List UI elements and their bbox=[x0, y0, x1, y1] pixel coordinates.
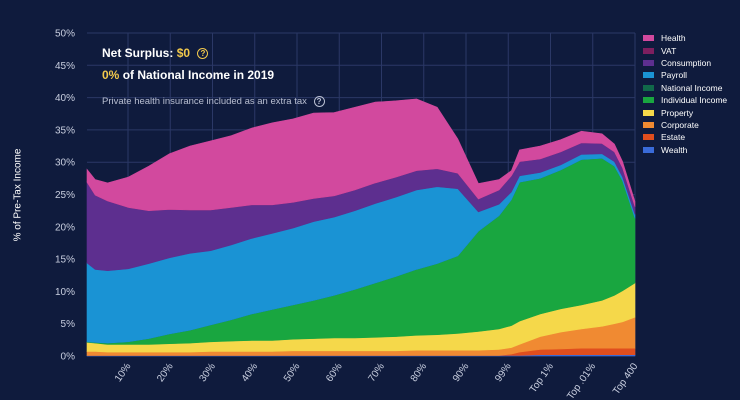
net-surplus-line: Net Surplus: $0 ? bbox=[102, 46, 274, 60]
legend-item-national-income[interactable]: National Income bbox=[643, 82, 727, 94]
legend-label: Consumption bbox=[661, 57, 712, 68]
legend-label: Estate bbox=[661, 132, 686, 143]
x-tick-label: Top 1% bbox=[528, 361, 556, 395]
net-surplus-value: $0 bbox=[176, 46, 191, 60]
y-tick-label: 10% bbox=[55, 287, 75, 298]
x-tick-label: Top .01% bbox=[565, 361, 598, 400]
legend-item-health[interactable]: Health bbox=[643, 32, 727, 44]
x-tick-label: 50% bbox=[282, 361, 303, 384]
legend: Health VAT Consumption Payroll National Inco… bbox=[643, 32, 727, 156]
note-text: Private health insurance included as an … bbox=[102, 96, 307, 108]
health-insurance-note: Private health insurance included as an … bbox=[102, 96, 325, 107]
x-tick-label: 10% bbox=[113, 361, 134, 384]
x-tick-label: 70% bbox=[366, 361, 387, 384]
x-tick-label: 20% bbox=[155, 361, 176, 384]
legend-swatch bbox=[643, 84, 654, 91]
area-health bbox=[86, 98, 636, 212]
national-income-line: 0% of National Income in 2019 bbox=[102, 68, 274, 82]
national-income-value: 0% bbox=[102, 68, 120, 82]
x-tick-labels: 10% 20% 30% 40% 50% 60% 70% 80% 90% 99% Top 1% Top … bbox=[113, 361, 641, 400]
legend-label: Corporate bbox=[661, 119, 699, 130]
area-layer bbox=[86, 98, 636, 357]
legend-swatch bbox=[643, 72, 654, 79]
legend-item-estate[interactable]: Estate bbox=[643, 131, 727, 143]
legend-item-payroll[interactable]: Payroll bbox=[643, 69, 727, 81]
x-tick-label: 90% bbox=[451, 361, 472, 384]
y-tick-labels: 0% 5% 10% 15% 20% 25% 30% 35% 40% 45% 50% bbox=[55, 29, 75, 363]
legend-item-consumption[interactable]: Consumption bbox=[643, 57, 727, 69]
legend-label: VAT bbox=[661, 45, 677, 56]
legend-swatch bbox=[643, 146, 654, 153]
legend-swatch bbox=[643, 59, 654, 66]
legend-item-wealth[interactable]: Wealth bbox=[643, 144, 727, 156]
x-tick-label: 60% bbox=[324, 361, 345, 384]
y-tick-label: 40% bbox=[55, 93, 75, 104]
legend-item-individual-income[interactable]: Individual Income bbox=[643, 94, 727, 106]
legend-label: Payroll bbox=[661, 70, 687, 81]
x-tick-label: 80% bbox=[409, 361, 430, 384]
legend-label: National Income bbox=[661, 82, 723, 93]
y-tick-label: 0% bbox=[61, 352, 76, 363]
x-tick-label: 99% bbox=[493, 361, 514, 384]
legend-swatch bbox=[643, 134, 654, 141]
y-tick-label: 25% bbox=[55, 190, 75, 201]
legend-item-corporate[interactable]: Corporate bbox=[643, 119, 727, 131]
x-tick-label: 30% bbox=[197, 361, 218, 384]
y-tick-label: 35% bbox=[55, 125, 75, 136]
legend-label: Wealth bbox=[661, 144, 688, 155]
national-income-label: of National Income in 2019 bbox=[122, 68, 275, 82]
legend-label: Health bbox=[661, 33, 686, 44]
legend-swatch bbox=[643, 109, 654, 116]
legend-swatch bbox=[643, 121, 654, 128]
legend-label: Individual Income bbox=[661, 95, 728, 106]
y-tick-label: 50% bbox=[55, 29, 75, 40]
y-tick-label: 20% bbox=[55, 222, 75, 233]
help-icon[interactable]: ? bbox=[197, 48, 209, 60]
legend-swatch bbox=[643, 35, 654, 42]
legend-item-property[interactable]: Property bbox=[643, 106, 727, 118]
y-tick-label: 5% bbox=[61, 319, 76, 330]
legend-swatch bbox=[643, 47, 654, 54]
x-tick-label: Top 400 bbox=[611, 361, 641, 397]
y-tick-label: 15% bbox=[55, 255, 75, 266]
summary-annotation: Net Surplus: $0 ? 0% of National Income … bbox=[102, 46, 274, 82]
net-surplus-label: Net Surplus: bbox=[102, 46, 174, 60]
note-help-icon[interactable]: ? bbox=[313, 96, 325, 107]
legend-swatch bbox=[643, 97, 654, 104]
y-axis-label: % of Pre-Tax Income bbox=[12, 148, 24, 242]
legend-item-vat[interactable]: VAT bbox=[643, 44, 727, 56]
y-tick-label: 45% bbox=[55, 61, 75, 72]
legend-label: Property bbox=[661, 107, 694, 118]
x-tick-label: 40% bbox=[240, 361, 261, 384]
y-tick-label: 30% bbox=[55, 158, 75, 169]
